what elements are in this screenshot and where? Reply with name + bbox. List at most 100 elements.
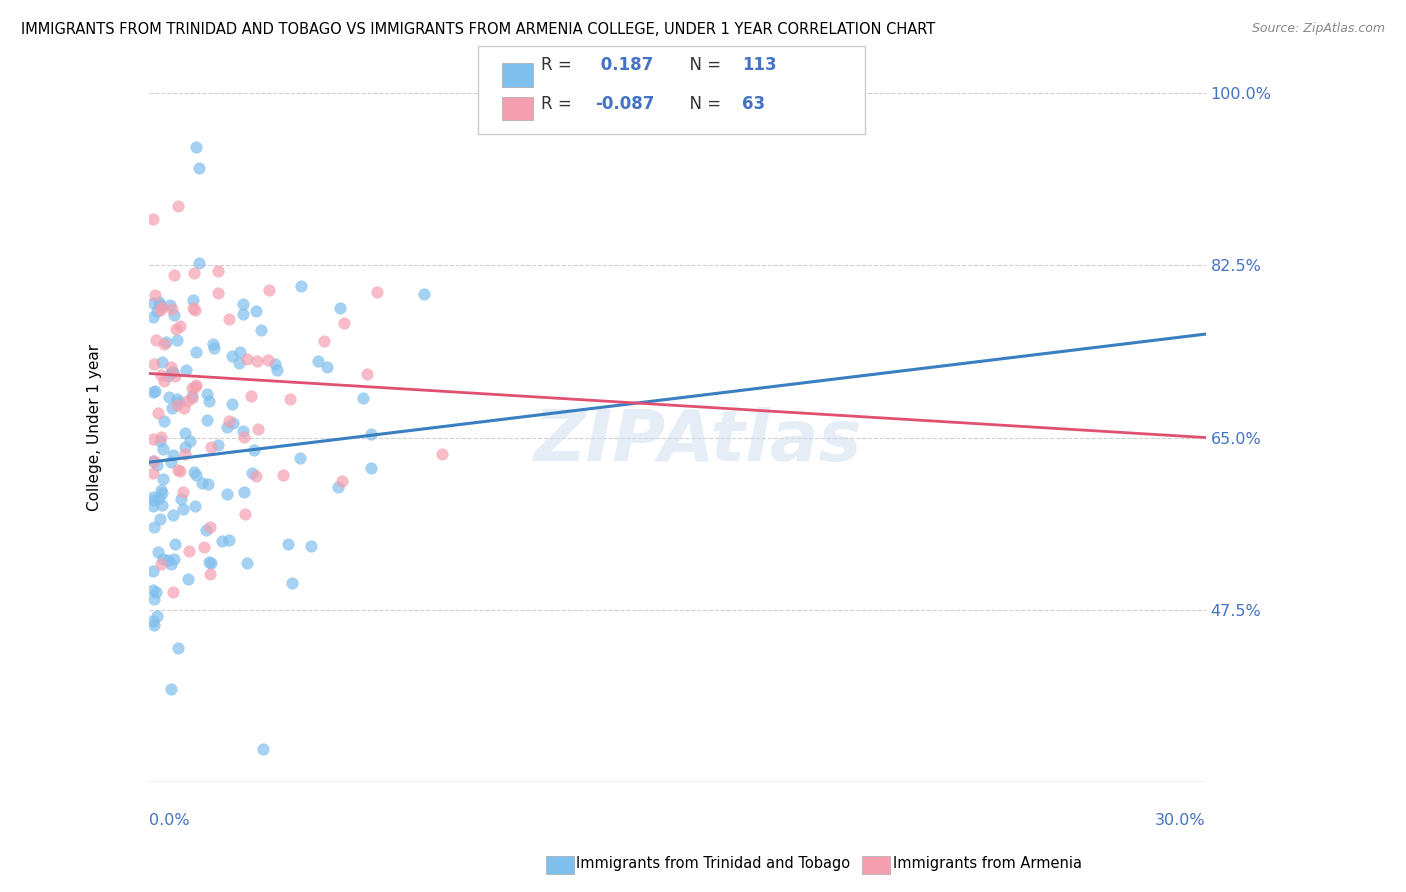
Point — [142, 582, 165, 597]
Point — [167, 199, 190, 213]
Point — [167, 463, 190, 477]
Point — [149, 368, 172, 383]
Point — [330, 475, 353, 489]
Point — [142, 454, 165, 468]
Point — [290, 279, 312, 293]
Point — [356, 368, 378, 382]
Point — [150, 486, 173, 500]
Text: 0.0%: 0.0% — [149, 813, 190, 828]
Point — [228, 356, 250, 370]
Point — [149, 434, 172, 448]
Point — [153, 414, 176, 428]
Point — [218, 414, 240, 428]
Point — [184, 378, 207, 392]
Point — [166, 392, 188, 406]
Point — [186, 468, 208, 483]
Point — [195, 387, 218, 401]
Point — [200, 556, 222, 570]
Point — [181, 301, 204, 315]
Point — [162, 584, 184, 599]
Point — [163, 369, 186, 384]
Point — [146, 609, 169, 624]
Text: Immigrants from Trinidad and Tobago: Immigrants from Trinidad and Tobago — [576, 856, 851, 871]
Point — [239, 389, 262, 403]
Text: 30.0%: 30.0% — [1154, 813, 1205, 828]
Point — [150, 354, 173, 368]
Point — [240, 466, 263, 480]
Point — [200, 520, 222, 534]
Point — [160, 681, 183, 696]
Point — [174, 426, 197, 441]
Point — [149, 302, 172, 317]
Point — [316, 360, 339, 375]
Point — [233, 508, 256, 522]
Point — [162, 401, 184, 415]
Point — [148, 294, 170, 309]
Point — [181, 293, 204, 307]
Point — [193, 540, 215, 554]
Point — [221, 397, 243, 411]
Point — [162, 366, 184, 380]
Text: ZIPAtlas: ZIPAtlas — [534, 408, 863, 476]
Point — [197, 477, 219, 491]
Point — [145, 333, 167, 347]
Point — [172, 502, 194, 516]
Point — [166, 398, 188, 412]
Point — [329, 301, 352, 315]
Point — [142, 520, 165, 534]
Point — [174, 363, 197, 377]
Point — [181, 389, 204, 403]
Point — [333, 316, 356, 330]
Point — [169, 491, 191, 506]
Point — [163, 309, 186, 323]
Point — [145, 458, 167, 473]
Point — [217, 420, 239, 434]
Point — [235, 351, 257, 366]
Point — [273, 467, 295, 482]
Text: College, Under 1 year: College, Under 1 year — [87, 344, 101, 511]
Point — [145, 584, 167, 599]
Point — [217, 487, 239, 501]
Point — [259, 283, 281, 297]
Text: IMMIGRANTS FROM TRINIDAD AND TOBAGO VS IMMIGRANTS FROM ARMENIA COLLEGE, UNDER 1 : IMMIGRANTS FROM TRINIDAD AND TOBAGO VS I… — [21, 22, 935, 37]
Point — [142, 467, 165, 481]
Point — [146, 304, 169, 318]
Point — [149, 512, 172, 526]
Point — [264, 357, 287, 371]
Point — [312, 334, 335, 348]
Point — [246, 422, 269, 436]
Point — [167, 641, 190, 656]
Point — [229, 344, 252, 359]
Point — [152, 551, 174, 566]
Point — [281, 576, 304, 591]
Point — [207, 263, 229, 277]
Point — [150, 300, 173, 314]
Point — [245, 304, 267, 318]
Point — [153, 374, 176, 388]
Point — [150, 430, 173, 444]
Point — [142, 499, 165, 513]
Text: R =: R = — [541, 56, 578, 74]
Point — [232, 485, 254, 500]
Point — [245, 468, 267, 483]
Point — [277, 537, 299, 551]
Point — [183, 267, 205, 281]
Point — [150, 483, 173, 497]
Point — [233, 430, 256, 444]
Point — [143, 357, 166, 371]
Point — [202, 341, 225, 355]
Point — [173, 447, 195, 461]
Point — [256, 353, 278, 368]
Point — [173, 440, 195, 454]
Point — [366, 285, 388, 300]
Point — [146, 406, 169, 420]
Text: R =: R = — [541, 95, 578, 113]
Point — [232, 424, 254, 438]
Text: Source: ZipAtlas.com: Source: ZipAtlas.com — [1251, 22, 1385, 36]
Point — [211, 534, 233, 549]
Point — [184, 380, 207, 394]
Point — [326, 480, 349, 494]
Point — [143, 287, 166, 301]
Point — [142, 310, 165, 325]
Point — [156, 369, 179, 384]
